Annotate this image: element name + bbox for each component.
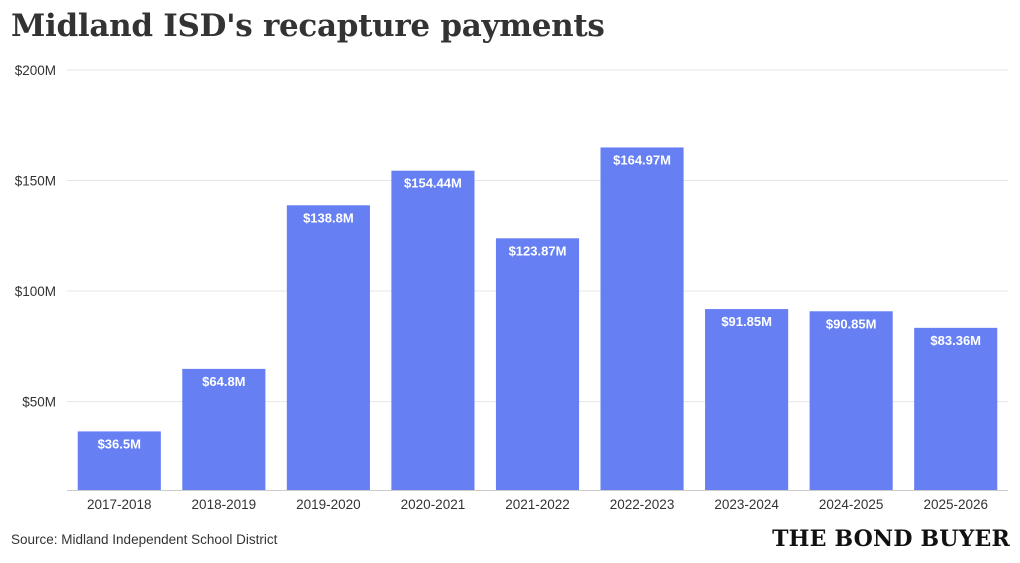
x-tick-label: 2018-2019 — [192, 497, 257, 512]
x-tick-label: 2025-2026 — [923, 497, 988, 512]
bar — [77, 431, 161, 490]
bar — [914, 327, 998, 490]
bar — [391, 170, 475, 490]
source-note: Source: Midland Independent School Distr… — [11, 532, 278, 547]
x-tick-label: 2022-2023 — [610, 497, 675, 512]
x-tick-label: 2017-2018 — [87, 497, 152, 512]
bar — [286, 205, 370, 490]
publisher-logo: THE BOND BUYER — [772, 526, 1010, 552]
bar — [182, 368, 266, 490]
x-tick-label: 2024-2025 — [819, 497, 884, 512]
x-axis-ticks: 2017-2018 2018-2019 2019-2020 2020-2021 2021… — [87, 497, 988, 512]
y-tick-label: $100M — [15, 284, 56, 299]
bar-value-label: $64.8M — [202, 374, 245, 389]
bar-value-label: $138.8M — [303, 210, 354, 225]
bar — [809, 311, 893, 490]
bar-value-label: $164.97M — [613, 152, 671, 167]
bar-value-label: $123.87M — [509, 243, 567, 258]
bar-value-label: $90.85M — [826, 316, 877, 331]
y-axis-ticks: $50M $100M $150M $200M — [15, 63, 56, 410]
bar-value-label: $154.44M — [404, 176, 462, 191]
bars — [77, 147, 998, 490]
x-tick-label: 2023-2024 — [714, 497, 779, 512]
y-tick-label: $50M — [22, 395, 56, 410]
y-tick-label: $150M — [15, 174, 56, 189]
x-tick-label: 2019-2020 — [296, 497, 361, 512]
bar-value-label: $83.36M — [930, 333, 981, 348]
y-tick-label: $200M — [15, 63, 56, 78]
bar-value-label: $36.5M — [98, 436, 141, 451]
chart-title: Midland ISD's recapture payments — [11, 8, 605, 44]
bar — [705, 309, 789, 490]
x-tick-label: 2021-2022 — [505, 497, 570, 512]
bar-value-labels: $36.5M $64.8M $138.8M $154.44M $123.87M $164.… — [98, 152, 981, 451]
x-tick-label: 2020-2021 — [401, 497, 466, 512]
bar — [600, 147, 684, 490]
bar-value-label: $91.85M — [721, 314, 772, 329]
bar — [495, 238, 580, 490]
